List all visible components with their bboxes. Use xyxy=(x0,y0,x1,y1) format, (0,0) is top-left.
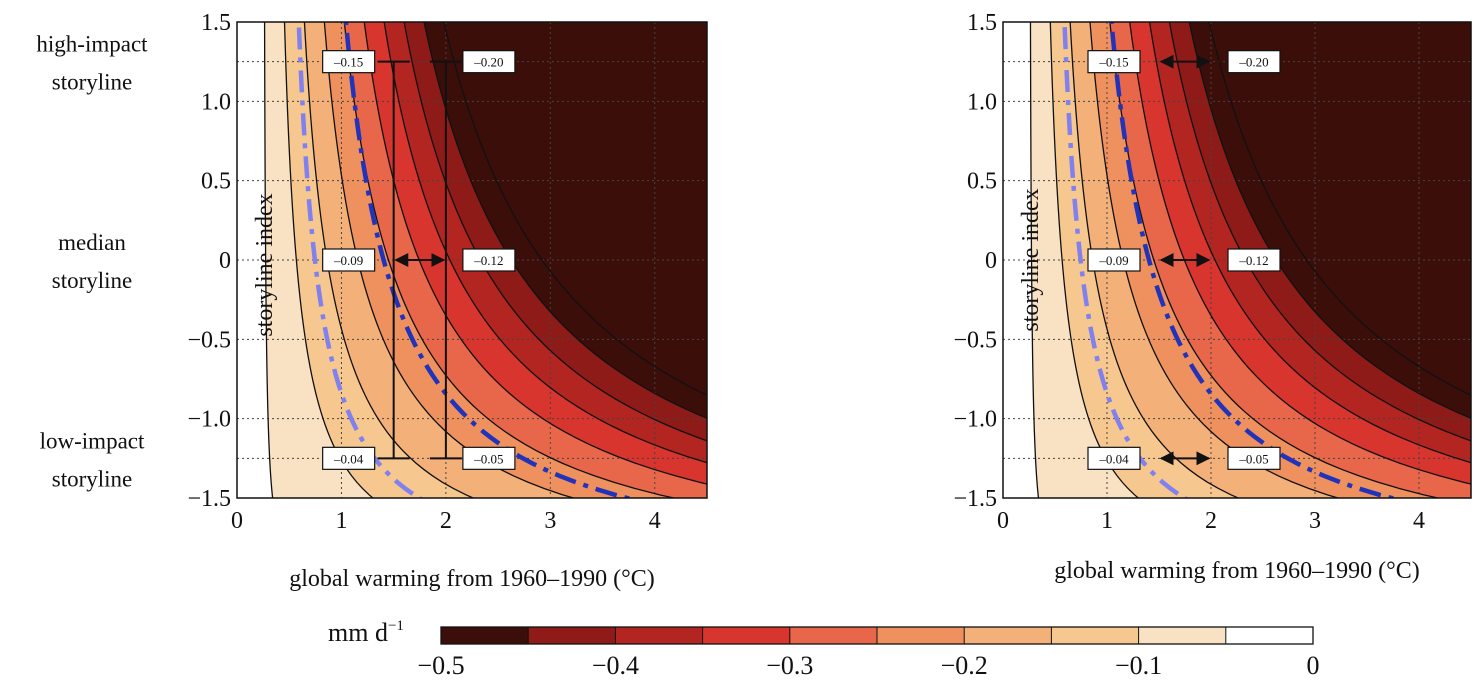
colorbar-cell xyxy=(877,627,965,644)
annotation-label: –0.09 xyxy=(1098,253,1128,268)
annotation-label-box xyxy=(322,248,376,272)
annotation-label: –0.05 xyxy=(473,451,503,466)
annotation-label: –0.05 xyxy=(1238,451,1268,466)
y-tick-label: 0.5 xyxy=(967,169,997,195)
colorbar-tick-label: −0.4 xyxy=(592,651,639,680)
colorbar-tick-label: −0.1 xyxy=(1115,651,1162,680)
contour-line xyxy=(1049,22,1140,498)
annotation-label-box xyxy=(462,446,516,470)
annotation-label: –0.20 xyxy=(473,55,503,70)
colorbar-cell xyxy=(702,627,791,644)
colorbar-cell xyxy=(964,627,1052,644)
annotation-label: –0.12 xyxy=(473,253,503,268)
annotation-label-box xyxy=(1227,248,1281,272)
colorbar: mm d−1 −0.5 −0.4 −0.3 −0.2 −0.1 0 xyxy=(328,618,1320,680)
y-tick-label: −1.5 xyxy=(187,486,231,512)
colorbar-cell xyxy=(1225,627,1314,644)
colorbar-frame xyxy=(440,626,1314,645)
colorbar-tick-label: −0.5 xyxy=(417,651,464,680)
annotation-label-box xyxy=(1227,50,1281,74)
colorbar-tick-label: −0.3 xyxy=(766,651,813,680)
contour-band xyxy=(237,22,373,498)
y-tick-label: 0 xyxy=(219,248,231,274)
right-panel: –0.15 –0.20 –0.09 –0.12 –0.04 –0.05 1.5 1.0 0.5… xyxy=(953,10,1472,584)
x-axis-label: global warming from 1960–1990 (°C) xyxy=(289,566,655,592)
colorbar-cell xyxy=(789,627,878,644)
storyline-label: median storyline xyxy=(52,230,133,293)
annotation-label-box xyxy=(322,446,376,470)
colorbar-cell xyxy=(528,627,616,644)
x-tick-label: 4 xyxy=(649,508,661,534)
y-tick-label: −0.5 xyxy=(187,327,231,353)
x-axis-label: global warming from 1960–1990 (°C) xyxy=(1054,558,1420,584)
x-tick-label: 2 xyxy=(440,508,452,534)
contour-line xyxy=(1208,22,1471,396)
plot-frame xyxy=(236,21,708,499)
y-tick-label: 0 xyxy=(985,248,997,274)
y-axis-label: storyline index xyxy=(1018,188,1044,331)
colorbar-tick-label: −0.2 xyxy=(941,651,988,680)
contour-line xyxy=(383,22,707,464)
annotation-label: –0.12 xyxy=(1238,253,1268,268)
annotation-label: –0.04 xyxy=(333,451,364,466)
y-tick-label: −1.5 xyxy=(953,486,997,512)
annotation-label: –0.15 xyxy=(1098,55,1128,70)
y-axis-label: storyline index xyxy=(252,193,278,336)
dark-blue-dashed-curve xyxy=(1109,22,1401,498)
annotation-label-box xyxy=(462,50,516,74)
annotation-label: –0.04 xyxy=(1098,451,1129,466)
x-tick-label: 4 xyxy=(1413,508,1425,534)
y-tick-label: −1.0 xyxy=(187,407,231,433)
colorbar-cell xyxy=(1138,627,1227,644)
annotation-label: –0.15 xyxy=(333,55,363,70)
x-tick-label: 1 xyxy=(1101,508,1113,534)
plot-frame xyxy=(1002,21,1472,499)
x-tick-label: 0 xyxy=(231,508,243,534)
contour-band xyxy=(1003,22,1039,498)
light-blue-dashed-curve xyxy=(1062,22,1189,498)
y-tick-label: 0.5 xyxy=(201,169,231,195)
x-tick-label: 3 xyxy=(544,508,556,534)
annotation-label-box xyxy=(1087,248,1141,272)
dark-blue-dashed-curve xyxy=(343,22,637,498)
contour-band xyxy=(1003,22,1139,498)
left-panel: –0.15 –0.20 –0.09 –0.12 –0.04 –0.05 1.5 1.0 0.5… xyxy=(36,10,708,592)
light-blue-dashed-curve xyxy=(296,22,424,498)
colorbar-unit: mm d−1 xyxy=(328,618,404,647)
contour-band xyxy=(237,22,273,498)
x-tick-label: 1 xyxy=(335,508,347,534)
y-tick-label: −0.5 xyxy=(953,327,997,353)
colorbar-tick-label: 0 xyxy=(1307,651,1320,680)
x-tick-label: 2 xyxy=(1205,508,1217,534)
x-tick-label: 0 xyxy=(997,508,1009,534)
storyline-label: low-impact storyline xyxy=(40,428,145,491)
colorbar-cell xyxy=(441,627,529,644)
y-tick-label: 1.0 xyxy=(967,89,997,115)
annotation-label: –0.20 xyxy=(1238,55,1268,70)
annotation-label-box xyxy=(1227,446,1281,470)
y-tick-label: 1.5 xyxy=(967,10,997,36)
annotation-label-box xyxy=(1087,446,1141,470)
annotation-label-box xyxy=(322,50,376,74)
contour-line xyxy=(1148,22,1471,464)
storyline-label: high-impact storyline xyxy=(36,32,148,95)
y-tick-label: −1.0 xyxy=(953,407,997,433)
y-tick-label: 1.5 xyxy=(201,10,231,36)
annotation-label-box xyxy=(462,248,516,272)
y-tick-label: 1.0 xyxy=(201,89,231,115)
contour-line xyxy=(443,22,707,396)
contour-line xyxy=(283,22,374,498)
contour-line xyxy=(263,22,274,498)
annotation-label-box xyxy=(1087,50,1141,74)
colorbar-cell xyxy=(1051,627,1140,644)
annotation-label: –0.09 xyxy=(333,253,363,268)
x-tick-label: 3 xyxy=(1309,508,1321,534)
contour-line xyxy=(1029,22,1040,498)
colorbar-cell xyxy=(615,627,704,644)
